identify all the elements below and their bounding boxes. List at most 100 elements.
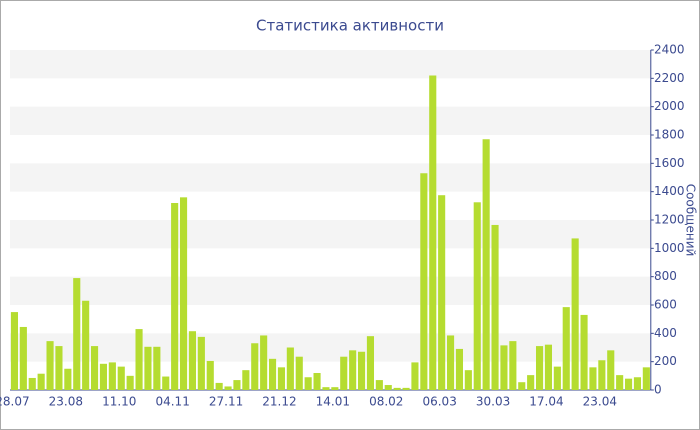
bar: [616, 375, 624, 390]
bar: [491, 224, 499, 390]
bar: [144, 346, 152, 390]
bar: [420, 173, 428, 390]
y-tick-label: 600: [654, 298, 677, 312]
bar: [206, 360, 214, 390]
bar: [455, 348, 464, 390]
bar: [527, 375, 535, 390]
bar: [162, 376, 170, 390]
x-tick-label: 21.12: [262, 395, 296, 409]
bar: [304, 377, 312, 390]
y-tick-label: 800: [654, 269, 677, 283]
y-tick-label: 2000: [654, 99, 685, 113]
bar: [322, 387, 330, 390]
bar: [571, 238, 579, 390]
x-tick-label: 30.03: [476, 395, 510, 409]
x-tick-label: 04.11: [155, 395, 189, 409]
bar: [464, 370, 472, 390]
bar: [598, 360, 606, 390]
y-tick-label: 1800: [654, 128, 685, 142]
x-tick-label: 17.04: [529, 395, 563, 409]
bar: [82, 300, 90, 390]
bar: [589, 367, 597, 390]
bar: [117, 366, 125, 390]
bar: [438, 195, 446, 390]
x-tick-label: 23.08: [49, 395, 83, 409]
x-tick-label: 11.10: [102, 395, 136, 409]
bar: [242, 370, 250, 390]
bar: [277, 367, 286, 390]
bar: [429, 75, 437, 390]
bar: [251, 343, 259, 390]
bar: [153, 346, 161, 390]
bar: [384, 385, 392, 390]
bar: [544, 344, 553, 390]
y-axis-label: Сообщений: [684, 184, 698, 257]
bar: [224, 386, 232, 390]
x-tick-label: 23.04: [583, 395, 617, 409]
bar: [99, 363, 108, 390]
bar: [90, 346, 99, 390]
bar: [482, 139, 490, 390]
y-tick-label: 1600: [654, 156, 685, 170]
chart-title: Статистика активности: [256, 17, 444, 35]
y-tick-label: 400: [654, 326, 677, 340]
y-tick-label: 0: [654, 383, 662, 397]
bar: [349, 350, 357, 390]
bar: [197, 336, 205, 390]
bar: [393, 387, 401, 390]
bar: [19, 326, 27, 390]
bar: [535, 346, 544, 390]
bar: [624, 378, 633, 390]
bar: [553, 366, 561, 390]
y-tick-label: 1200: [654, 213, 685, 227]
bar: [340, 356, 348, 390]
y-tick-label: 200: [654, 354, 677, 368]
bar: [171, 203, 179, 390]
y-tick-label: 1000: [654, 241, 685, 255]
bar: [188, 331, 197, 390]
grid-band: [10, 220, 651, 249]
bar: [446, 335, 455, 390]
bar: [64, 368, 72, 390]
bar: [179, 197, 188, 390]
bar: [135, 329, 143, 390]
bar: [518, 382, 526, 390]
x-tick-label: 06.03: [422, 395, 456, 409]
x-tick-label: 14.01: [316, 395, 350, 409]
bar: [375, 380, 383, 390]
y-tick-label: 2200: [654, 71, 685, 85]
bar: [633, 377, 642, 390]
bar: [268, 358, 277, 390]
bar: [580, 314, 588, 390]
bar: [260, 335, 268, 390]
bar: [46, 341, 54, 390]
bar: [473, 202, 481, 390]
bar: [500, 345, 508, 390]
bar: [366, 336, 375, 390]
bar: [55, 346, 63, 390]
bar: [286, 347, 294, 390]
bar: [509, 341, 517, 390]
x-tick-label: 28.07: [0, 395, 30, 409]
x-tick-label: 27.11: [209, 395, 243, 409]
bar: [562, 307, 570, 390]
bar: [10, 312, 19, 390]
bar: [126, 375, 134, 390]
bar: [37, 373, 45, 390]
bar: [357, 351, 366, 390]
grid-band: [10, 50, 651, 79]
bar: [108, 362, 116, 390]
grid-band: [10, 276, 651, 305]
x-tick-label: 08.02: [369, 395, 403, 409]
bar: [411, 362, 419, 390]
bar: [331, 387, 339, 390]
grid-band: [10, 333, 651, 362]
bar: [642, 367, 650, 390]
bar: [233, 380, 241, 390]
grid-band: [10, 163, 651, 192]
bar: [295, 356, 303, 390]
bar: [73, 278, 81, 390]
y-tick-label: 1400: [654, 184, 685, 198]
bar: [28, 377, 36, 390]
